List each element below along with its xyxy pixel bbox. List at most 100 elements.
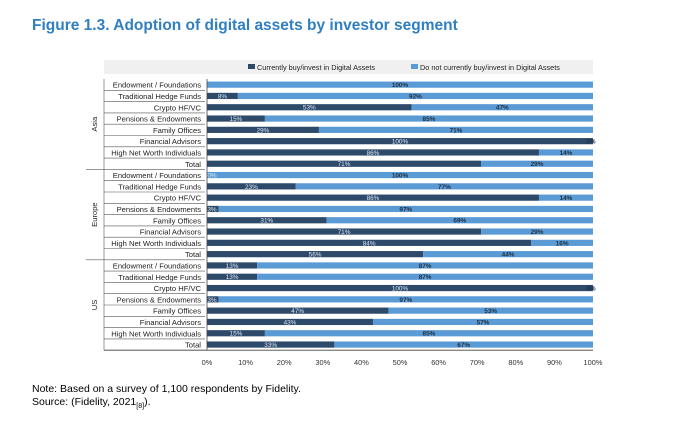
x-tick-label: 60% [431, 358, 446, 367]
source-line: Source: (Fidelity, 2021[8]). [32, 396, 301, 413]
category-label: Crypto HF/VC [154, 194, 202, 203]
data-label-invest: 86% [367, 150, 380, 157]
data-label-invest: 29% [257, 127, 270, 134]
bar-invest [207, 205, 219, 213]
data-label-not-invest: 85% [423, 116, 436, 123]
data-label-invest: 31% [260, 218, 273, 225]
x-tick-label: 80% [508, 358, 523, 367]
category-label: Pensions & Endowments [117, 205, 202, 214]
bar-not-invest [481, 160, 593, 167]
bar-not-invest [218, 296, 593, 303]
bar-invest [207, 138, 593, 145]
data-label-not-invest: 14% [560, 150, 573, 157]
data-label-invest: 43% [284, 319, 297, 326]
bar-invest [207, 92, 238, 100]
bar-not-invest [372, 318, 593, 326]
data-label-invest: 71% [338, 161, 351, 168]
bar-not-invest [538, 149, 593, 156]
data-label-not-invest: 16% [556, 240, 569, 247]
data-label-invest: 15% [230, 331, 243, 338]
bar-invest [207, 296, 219, 303]
data-label-not-invest: 87% [419, 274, 432, 281]
legend-swatch-invest [248, 64, 255, 69]
x-tick-label: 40% [354, 358, 369, 367]
data-label-invest: 53% [303, 105, 316, 112]
note-text: Note: Based on a survey of 1,100 respond… [32, 383, 301, 395]
category-label: Financial Advisors [140, 318, 201, 327]
x-tick-label: 50% [393, 358, 408, 367]
legend-swatch-not-invest [411, 64, 418, 69]
stacked-bar-chart: Currently buy/invest in Digital Assets Do… [86, 60, 603, 367]
bar-not-invest [257, 273, 593, 280]
x-tick-label: 20% [277, 358, 292, 367]
bar-not-invest [207, 171, 593, 179]
data-label-invest: 100% [392, 139, 409, 146]
group-label: Europe [90, 202, 99, 227]
data-label-invest: 71% [338, 229, 351, 236]
bar-invest [207, 149, 539, 156]
x-tick-label: 100% [584, 358, 603, 367]
data-label-not-invest: 92% [409, 93, 422, 100]
group-label: US [90, 300, 99, 311]
data-label-not-invest: 69% [453, 218, 466, 225]
x-tick-label: 0% [202, 358, 213, 367]
data-label-not-invest: 97% [399, 297, 412, 304]
data-label-not-invest: 0% [586, 139, 596, 146]
data-label-invest: 13% [226, 274, 239, 281]
bar-invest [207, 115, 265, 122]
data-label-invest: 100% [392, 285, 409, 292]
x-tick-label: 90% [547, 358, 562, 367]
x-tick-label: 10% [238, 358, 253, 367]
data-label-not-invest: 87% [419, 263, 432, 270]
category-label: Family Offices [153, 126, 201, 135]
category-label: Financial Advisors [140, 137, 201, 146]
category-label: Endowment / Foundations [113, 261, 201, 270]
data-label-invest: 15% [230, 116, 243, 123]
category-label: Traditional Hedge Funds [118, 273, 201, 282]
data-label-invest: 47% [291, 308, 304, 315]
bar-not-invest [388, 307, 593, 314]
source-ref: [8] [136, 403, 145, 411]
data-label-invest: 23% [245, 184, 258, 191]
bar-invest [207, 194, 539, 201]
bar-not-invest [207, 81, 593, 88]
x-tick-label: 30% [315, 358, 330, 367]
category-label: Financial Advisors [140, 228, 201, 237]
data-label-not-invest: 85% [423, 331, 436, 338]
bar-invest [207, 160, 482, 167]
data-label-not-invest: 100% [392, 82, 409, 89]
data-label-invest: 86% [367, 195, 380, 202]
data-label-not-invest: 29% [531, 161, 544, 168]
bar-invest [207, 217, 327, 224]
category-label: High Net Worth Individuals [111, 329, 201, 338]
bar-not-invest [334, 341, 593, 348]
data-label-not-invest: 29% [531, 229, 544, 236]
category-label: Family Offices [153, 307, 201, 316]
legend-label-invest: Currently buy/invest in Digital Assets [257, 63, 375, 72]
bar-not-invest [538, 194, 593, 201]
bar-not-invest [481, 228, 593, 235]
bar-invest [207, 104, 412, 111]
data-label-not-invest: 97% [399, 206, 412, 213]
category-label: Traditional Hedge Funds [118, 92, 201, 101]
bar-not-invest [411, 104, 593, 111]
data-label-invest: 3% [207, 206, 217, 213]
data-label-not-invest: 71% [450, 127, 463, 134]
group-label: Asia [90, 116, 99, 132]
data-label-not-invest: 53% [484, 308, 497, 315]
bar-not-invest [531, 239, 593, 246]
x-tick-label: 70% [470, 358, 485, 367]
bar-invest [207, 251, 424, 258]
data-label-not-invest: 44% [502, 252, 515, 259]
data-label-invest: 8% [218, 93, 228, 100]
category-label: Crypto HF/VC [154, 103, 202, 112]
bar-not-invest [264, 115, 593, 122]
bar-invest [207, 318, 373, 326]
bar-invest [207, 126, 319, 133]
bar-invest [207, 273, 258, 280]
bar-invest [207, 341, 335, 348]
data-label-not-invest: 77% [438, 184, 451, 191]
category-label: High Net Worth Individuals [111, 239, 201, 248]
bar-invest [207, 262, 258, 269]
data-label-not-invest: 67% [457, 342, 470, 349]
